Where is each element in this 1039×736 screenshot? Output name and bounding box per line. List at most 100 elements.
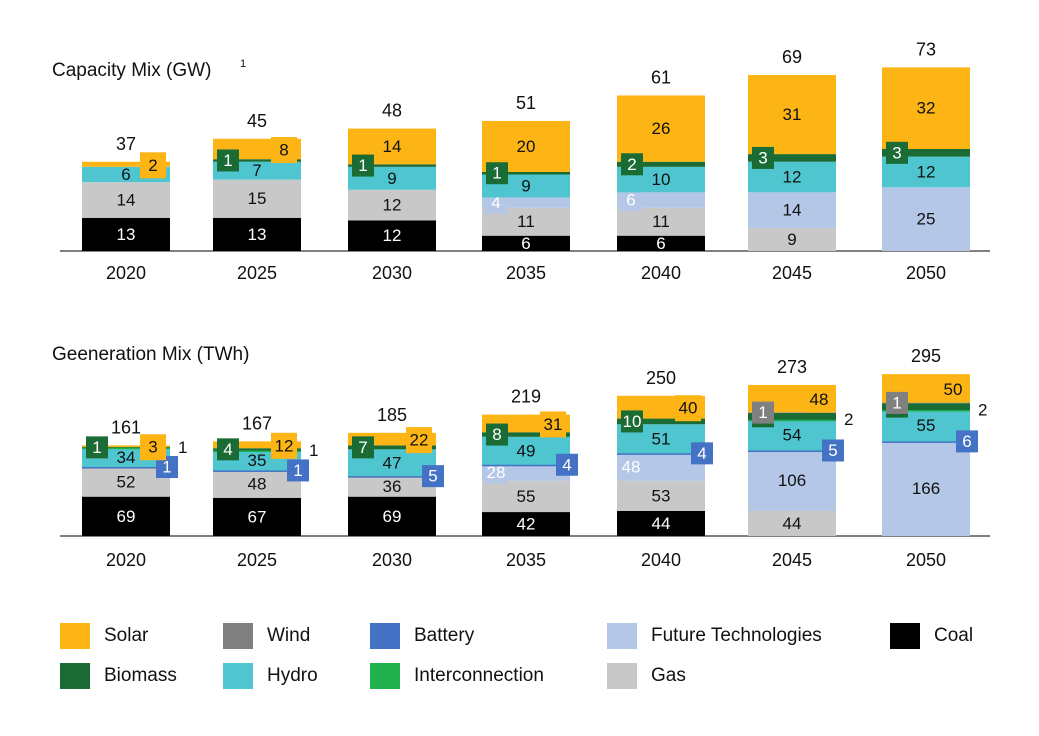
- capacity-hydro-2025-label: 7: [252, 161, 261, 180]
- capacity-gas-2025-label: 15: [248, 189, 267, 208]
- geeneration-hydro-2025-label: 35: [248, 451, 267, 470]
- geeneration-gas-2025-bar: [213, 470, 301, 498]
- capacity-biomass-2040-label-box: [621, 153, 643, 176]
- geeneration-hydro-2035-label: 49: [517, 441, 536, 460]
- geeneration-gas-2030-bar: [348, 476, 436, 497]
- capacity-gas-2045-label: 9: [787, 230, 796, 249]
- capacity-biomass-2035-bar: [482, 171, 570, 175]
- legend-label-interconnection: Interconnection: [414, 665, 544, 686]
- capacity-xtick-2025: 2025: [237, 263, 277, 283]
- geeneration-future-technologies-2045-label: 106: [778, 471, 806, 490]
- legend-item-battery: Battery: [370, 622, 474, 650]
- capacity-biomass-2025-bar: [213, 159, 301, 162]
- capacity-total-2030: 48: [382, 101, 402, 121]
- capacity-xtick-2045: 2045: [772, 263, 812, 283]
- capacity-solar-2035-label: 20: [517, 137, 536, 156]
- geeneration-battery-2040-label: 4: [697, 444, 706, 463]
- geeneration-battery-2045-label: 5: [828, 441, 837, 460]
- capacity-future-technologies-2035-bar: [482, 197, 570, 208]
- legend-item-interconnection: Interconnection: [370, 662, 544, 690]
- geeneration-coal-2025-bar: [213, 497, 301, 536]
- capacity-hydro-2050-label: 12: [917, 162, 936, 181]
- capacity-total-2045: 69: [782, 47, 802, 67]
- geeneration-biomass-2025-label: 4: [223, 440, 232, 459]
- geeneration-xtick-2020: 2020: [106, 550, 146, 570]
- legend-label-solar: Solar: [104, 625, 149, 646]
- legend: Solar Wind Battery Future Technologies C…: [60, 622, 1020, 702]
- geeneration-biomass-2040-label-box: [621, 410, 643, 433]
- capacity-total-2025: 45: [247, 111, 267, 131]
- capacity-future-technologies-2045-label: 14: [783, 201, 802, 220]
- geeneration-biomass-2035-label: 8: [492, 425, 501, 444]
- capacity-hydro-2045-label: 12: [783, 168, 802, 187]
- capacity-coal-2020-bar: [82, 217, 170, 251]
- geeneration-battery-2030-label: 5: [428, 467, 437, 486]
- capacity-gas-2045-bar: [748, 228, 836, 251]
- geeneration-solar-2035-label: 31: [544, 415, 563, 434]
- geeneration-biomass-2030-bar: [348, 445, 436, 450]
- capacity-total-2050: 73: [916, 39, 936, 59]
- geeneration-solar-2020-label: 3: [148, 438, 157, 457]
- capacity-xtick-2030: 2030: [372, 263, 412, 283]
- geeneration-biomass-2040-bar: [617, 418, 705, 425]
- legend-label-biomass: Biomass: [104, 665, 177, 686]
- geeneration-gas-2045-label: 44: [783, 514, 802, 533]
- capacity-coal-2035-bar: [482, 235, 570, 251]
- capacity-coal-2025-bar: [213, 217, 301, 251]
- geeneration-biomass-2030-label: 7: [358, 438, 367, 457]
- capacity-solar-2050-bar: [882, 67, 970, 149]
- geeneration-gas-2025-label: 48: [248, 475, 267, 494]
- capacity-gas-2020-bar: [82, 182, 170, 218]
- geeneration-battery-2025-label-box: [287, 459, 309, 482]
- capacity-biomass-2035-label-box: [486, 162, 508, 185]
- geeneration-solar-2045-label: 48: [810, 390, 829, 409]
- geeneration-future-technologies-2035-label: 28: [487, 463, 506, 482]
- legend-label-battery: Battery: [414, 625, 475, 646]
- geeneration-battery-2035-label-box: [556, 453, 578, 476]
- geeneration-gas-2020-bar: [82, 467, 170, 497]
- geeneration-solar-2020-label-box: [140, 434, 166, 461]
- capacity-coal-2030-label: 12: [383, 226, 402, 245]
- geeneration-xtick-2050: 2050: [906, 550, 946, 570]
- geeneration-coal-2040-label: 44: [652, 514, 671, 533]
- capacity-solar-2040-label: 26: [652, 119, 671, 138]
- geeneration-biomass-2025-bar: [213, 448, 301, 451]
- capacity-gas-2030-label: 12: [383, 196, 402, 215]
- capacity-biomass-2050-bar: [882, 149, 970, 157]
- geeneration-xtick-2030: 2030: [372, 550, 412, 570]
- geeneration-hydro-2020-label: 34: [117, 448, 136, 467]
- legend-item-future-technologies: Future Technologies: [607, 622, 822, 650]
- capacity-biomass-2045-label-box: [752, 146, 774, 169]
- geeneration-future-technologies-2045-bar: [748, 450, 836, 511]
- geeneration-wind-2050-label-box: [886, 391, 908, 414]
- geeneration-gas-2035-bar: [482, 480, 570, 513]
- geeneration-future-technologies-2040-label-box: [620, 456, 642, 479]
- capacity-hydro-2020-label: 6: [121, 165, 130, 184]
- capacity-future-technologies-2045-bar: [748, 192, 836, 229]
- capacity-gas-2040-bar: [617, 207, 705, 236]
- capacity-solar-2040-bar: [617, 95, 705, 162]
- geeneration-interconnection-2020-label: 1: [178, 438, 187, 457]
- legend-label-gas: Gas: [651, 665, 686, 686]
- legend-swatch-hydro: [223, 663, 253, 689]
- geeneration-xtick-2045: 2045: [772, 550, 812, 570]
- geeneration-solar-2040-label: 40: [679, 399, 698, 418]
- geeneration-biomass-2020-label-box: [86, 436, 108, 459]
- legend-item-solar: Solar: [60, 622, 148, 650]
- geeneration-wind-2045-label-box: [752, 401, 774, 424]
- capacity-solar-2020-bar: [82, 161, 170, 167]
- geeneration-gas-2040-label: 53: [652, 486, 671, 505]
- capacity-biomass-2025-label: 1: [223, 151, 232, 170]
- capacity-solar-2020-label-box: [140, 152, 166, 179]
- capacity-solar-2045-label: 31: [783, 105, 802, 124]
- capacity-chart-title: Capacity Mix (GW): [52, 60, 212, 81]
- capacity-future-technologies-2050-label: 25: [917, 210, 936, 229]
- geeneration-battery-2025-label: 1: [293, 461, 302, 480]
- capacity-hydro-2030-label: 9: [387, 169, 396, 188]
- capacity-gas-2040-label: 11: [652, 212, 670, 231]
- legend-swatch-solar: [60, 623, 90, 649]
- geeneration-battery-2040-label-box: [691, 442, 713, 465]
- geeneration-total-2030: 185: [377, 405, 407, 425]
